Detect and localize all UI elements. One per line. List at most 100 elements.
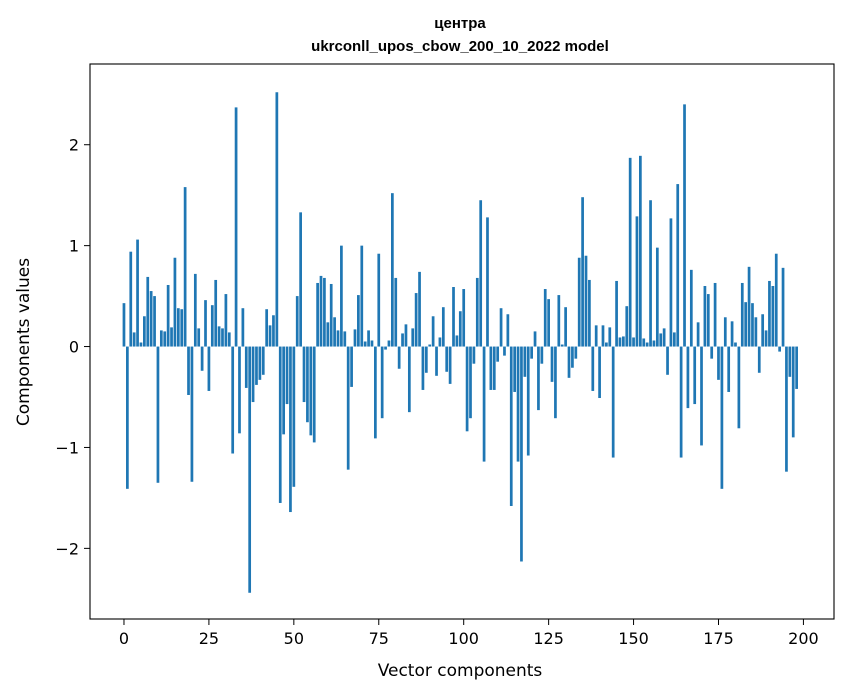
bar-172 bbox=[706, 294, 710, 347]
bar-161 bbox=[669, 218, 673, 347]
bar-69 bbox=[357, 295, 360, 347]
bar-152 bbox=[639, 155, 642, 347]
bar-196 bbox=[788, 346, 792, 377]
bar-78 bbox=[387, 340, 391, 347]
bar-11 bbox=[159, 330, 163, 347]
bar-180 bbox=[734, 342, 737, 347]
bar-95 bbox=[445, 346, 449, 372]
bar-148 bbox=[625, 306, 629, 347]
bar-194 bbox=[781, 267, 785, 347]
y-tick-label-0: 0 bbox=[69, 338, 79, 357]
bar-112 bbox=[503, 346, 506, 356]
bar-120 bbox=[530, 346, 533, 359]
bar-52 bbox=[299, 212, 302, 347]
bar-114 bbox=[509, 346, 513, 506]
bar-10 bbox=[156, 346, 160, 483]
bar-44 bbox=[272, 315, 275, 347]
bar-187 bbox=[757, 346, 761, 373]
bar-27 bbox=[214, 279, 218, 347]
bar-38 bbox=[251, 346, 255, 403]
bar-130 bbox=[564, 307, 567, 347]
bar-183 bbox=[744, 302, 748, 347]
bar-4 bbox=[136, 239, 139, 347]
bar-55 bbox=[309, 346, 313, 436]
bar-128 bbox=[557, 295, 561, 347]
bar-91 bbox=[431, 316, 435, 347]
axis-ticks: 0 25 50 75 100 125 150 175 200 −2 −1 0 1 2 bbox=[55, 136, 818, 648]
bar-88 bbox=[421, 346, 425, 390]
x-tick-label-125: 125 bbox=[533, 629, 564, 648]
bar-104 bbox=[475, 277, 479, 347]
bar-42 bbox=[265, 309, 269, 347]
bar-109 bbox=[492, 346, 496, 390]
bar-171 bbox=[703, 286, 707, 347]
bar-26 bbox=[210, 305, 214, 347]
bar-22 bbox=[197, 328, 201, 347]
bar-49 bbox=[289, 346, 292, 513]
bar-63 bbox=[336, 330, 340, 347]
bar-122 bbox=[537, 346, 540, 411]
bar-53 bbox=[302, 346, 306, 403]
x-tick-label-150: 150 bbox=[618, 629, 649, 648]
bar-138 bbox=[591, 346, 595, 391]
bar-18 bbox=[183, 187, 187, 347]
bar-192 bbox=[774, 253, 778, 347]
bar-80 bbox=[394, 277, 398, 347]
bar-54 bbox=[306, 346, 309, 423]
bar-123 bbox=[540, 346, 544, 364]
bar-99 bbox=[458, 311, 462, 347]
bar-173 bbox=[710, 346, 714, 359]
x-axis-label: Vector components bbox=[378, 661, 543, 681]
y-tick-label--1: −1 bbox=[55, 438, 79, 457]
bar-12 bbox=[163, 331, 167, 347]
bar-9 bbox=[153, 296, 156, 347]
bar-108 bbox=[489, 346, 493, 390]
bar-96 bbox=[448, 346, 452, 384]
bar-124 bbox=[543, 289, 547, 347]
bar-51 bbox=[295, 296, 299, 347]
bar-87 bbox=[418, 271, 421, 347]
bar-101 bbox=[465, 346, 469, 432]
bar-34 bbox=[238, 346, 241, 434]
bar-157 bbox=[655, 247, 659, 347]
bar-131 bbox=[567, 346, 571, 378]
bar-74 bbox=[374, 346, 377, 439]
bar-162 bbox=[672, 332, 676, 347]
bar-142 bbox=[605, 342, 608, 347]
bar-35 bbox=[241, 308, 245, 347]
bar-40 bbox=[258, 346, 262, 380]
bar-13 bbox=[166, 284, 170, 347]
bar-149 bbox=[628, 157, 632, 347]
bar-166 bbox=[686, 346, 690, 409]
bar-144 bbox=[611, 346, 615, 458]
bar-155 bbox=[649, 200, 652, 347]
bar-136 bbox=[584, 255, 588, 347]
bar-72 bbox=[367, 330, 370, 347]
bar-115 bbox=[513, 346, 517, 392]
bar-125 bbox=[547, 299, 550, 347]
bar-46 bbox=[278, 346, 282, 503]
bar-117 bbox=[520, 346, 523, 562]
bar-79 bbox=[391, 193, 394, 347]
bar-series bbox=[122, 92, 798, 593]
bar-102 bbox=[469, 346, 472, 419]
x-tick-label-0: 0 bbox=[119, 629, 129, 648]
bar-145 bbox=[615, 280, 618, 347]
bar-21 bbox=[193, 273, 197, 347]
bar-56 bbox=[312, 346, 316, 443]
bar-107 bbox=[486, 217, 489, 347]
bar-73 bbox=[370, 340, 374, 347]
x-tick-label-25: 25 bbox=[199, 629, 219, 648]
bar-197 bbox=[791, 346, 795, 438]
bar-89 bbox=[424, 346, 428, 373]
bar-186 bbox=[754, 317, 758, 347]
x-tick-label-50: 50 bbox=[284, 629, 304, 648]
bar-7 bbox=[146, 276, 150, 347]
y-axis-label: Components values bbox=[14, 258, 34, 426]
bar-2 bbox=[129, 251, 133, 347]
bar-195 bbox=[785, 346, 788, 472]
bar-127 bbox=[554, 346, 557, 419]
bar-20 bbox=[190, 346, 194, 482]
